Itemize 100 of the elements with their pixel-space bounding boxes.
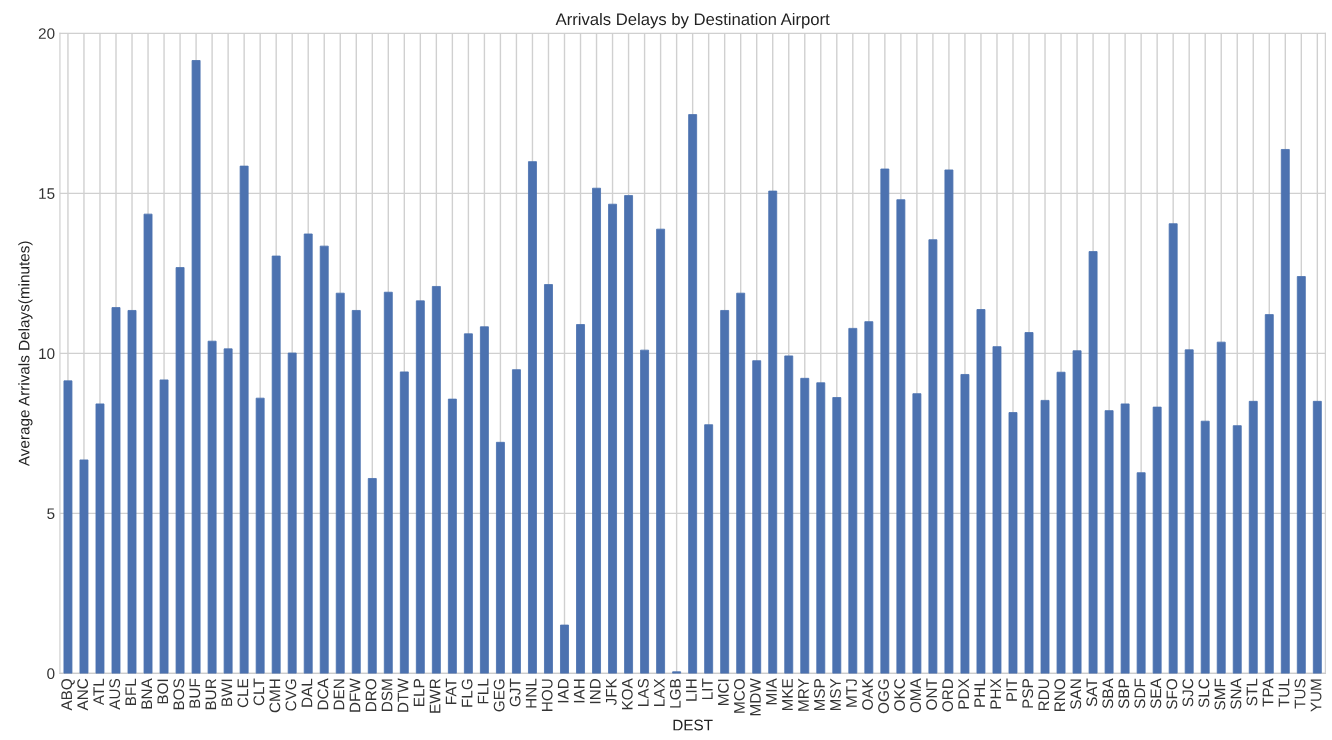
bar xyxy=(992,346,1002,674)
x-tick-label: HOU xyxy=(541,679,553,711)
bar xyxy=(1040,399,1050,674)
x-tick-label: LGB xyxy=(669,679,681,708)
x-tick-label: MRY xyxy=(798,678,809,711)
x-tick-label: AUS xyxy=(109,678,121,710)
x-tick-label: DTW xyxy=(397,678,409,712)
bar xyxy=(1232,425,1242,674)
bar xyxy=(976,309,986,674)
x-tick-label: BUF xyxy=(189,678,201,708)
bar xyxy=(720,310,730,674)
bar xyxy=(287,352,297,674)
x-tick-label: SLC xyxy=(1198,678,1210,708)
bar xyxy=(431,286,441,674)
bar xyxy=(1104,410,1114,674)
x-tick-label: BUR xyxy=(205,678,217,710)
y-tick-label: 15 xyxy=(39,188,55,200)
bar xyxy=(335,292,345,674)
x-tick-label: IND xyxy=(589,678,601,704)
x-tick-label: RNO xyxy=(1054,678,1066,711)
x-tick-label: PIT xyxy=(1006,678,1017,701)
bar xyxy=(768,190,778,674)
bar xyxy=(383,291,393,674)
x-tick-label: DAL xyxy=(301,678,313,707)
bar xyxy=(159,379,169,674)
x-axis-title: DEST xyxy=(673,719,713,731)
x-tick-label: SEA xyxy=(1150,678,1162,709)
bar xyxy=(175,267,185,674)
bar xyxy=(255,397,265,674)
x-tick-label: RDU xyxy=(1038,679,1050,711)
x-tick-label: MSP xyxy=(814,679,825,711)
bar xyxy=(1312,400,1322,674)
bar xyxy=(816,382,826,674)
x-tick-label: FLL xyxy=(477,678,489,704)
x-tick-label: PSP xyxy=(1022,679,1034,708)
bar xyxy=(1008,412,1018,674)
bar xyxy=(143,213,153,674)
x-tick-label: IAH xyxy=(573,679,585,703)
x-tick-label: DSM xyxy=(381,679,393,711)
x-tick-label: ONT xyxy=(926,678,938,710)
bar xyxy=(95,403,105,674)
bar xyxy=(1248,400,1258,674)
x-tick-label: MSY xyxy=(830,678,841,711)
bar xyxy=(63,380,73,674)
bar xyxy=(223,348,233,674)
bar xyxy=(415,300,425,674)
x-tick-label: MDW xyxy=(750,678,761,716)
bar xyxy=(496,441,505,674)
bar xyxy=(479,326,489,674)
x-tick-label: SFO xyxy=(1166,678,1178,709)
y-tick-label: 20 xyxy=(38,28,55,39)
x-tick-label: LIH xyxy=(686,679,697,701)
y-axis-title: Average Arrivals Delays(minutes) xyxy=(18,241,33,467)
bar xyxy=(319,245,329,674)
bar xyxy=(864,321,874,674)
bar xyxy=(1072,350,1082,674)
bar xyxy=(704,424,714,674)
x-tick-label: ABQ xyxy=(61,678,75,711)
x-tick-label: KOA xyxy=(621,678,633,710)
chart-title: Arrivals Delays by Destination Airport xyxy=(555,12,830,29)
bar xyxy=(688,114,698,674)
bar xyxy=(1056,371,1066,674)
bar xyxy=(896,199,906,674)
x-tick-label: BFL xyxy=(125,678,136,706)
x-tick-label: MTJ xyxy=(846,679,857,707)
x-tick-label: YUM xyxy=(1310,679,1322,712)
x-tick-label: LAX xyxy=(654,678,665,706)
bar xyxy=(640,349,650,674)
x-tick-label: SAN xyxy=(1070,679,1082,709)
bar xyxy=(399,371,409,674)
x-tick-label: BWI xyxy=(221,679,233,706)
x-tick-label: ORD xyxy=(942,678,954,712)
x-tick-label: MCI xyxy=(717,679,729,706)
bar xyxy=(463,333,473,674)
x-tick-label: HNL xyxy=(525,678,537,708)
x-tick-label: ATL xyxy=(93,678,104,706)
x-tick-label: CMH xyxy=(269,679,281,713)
bar xyxy=(736,292,746,674)
bar xyxy=(271,255,281,674)
bar xyxy=(1296,276,1306,674)
y-tick-label: 5 xyxy=(47,508,55,520)
bar xyxy=(367,478,377,674)
x-tick-label: SAT xyxy=(1086,678,1098,707)
x-tick-label: DFW xyxy=(349,678,361,712)
bar xyxy=(752,360,762,674)
bar xyxy=(624,195,633,674)
x-tick-label: TPA xyxy=(1262,678,1274,707)
x-tick-label: PHL xyxy=(974,678,985,707)
x-tick-label: CLE xyxy=(237,678,249,708)
bar xyxy=(191,60,201,674)
bar xyxy=(608,203,617,674)
bar xyxy=(127,310,137,674)
bar xyxy=(1136,472,1146,674)
bar xyxy=(351,310,361,674)
x-tick-label: OKC xyxy=(894,678,905,711)
bar xyxy=(656,228,666,674)
bar xyxy=(1024,332,1034,674)
bar xyxy=(528,161,537,674)
bar xyxy=(800,377,810,674)
x-tick-label: BOI xyxy=(157,679,169,704)
